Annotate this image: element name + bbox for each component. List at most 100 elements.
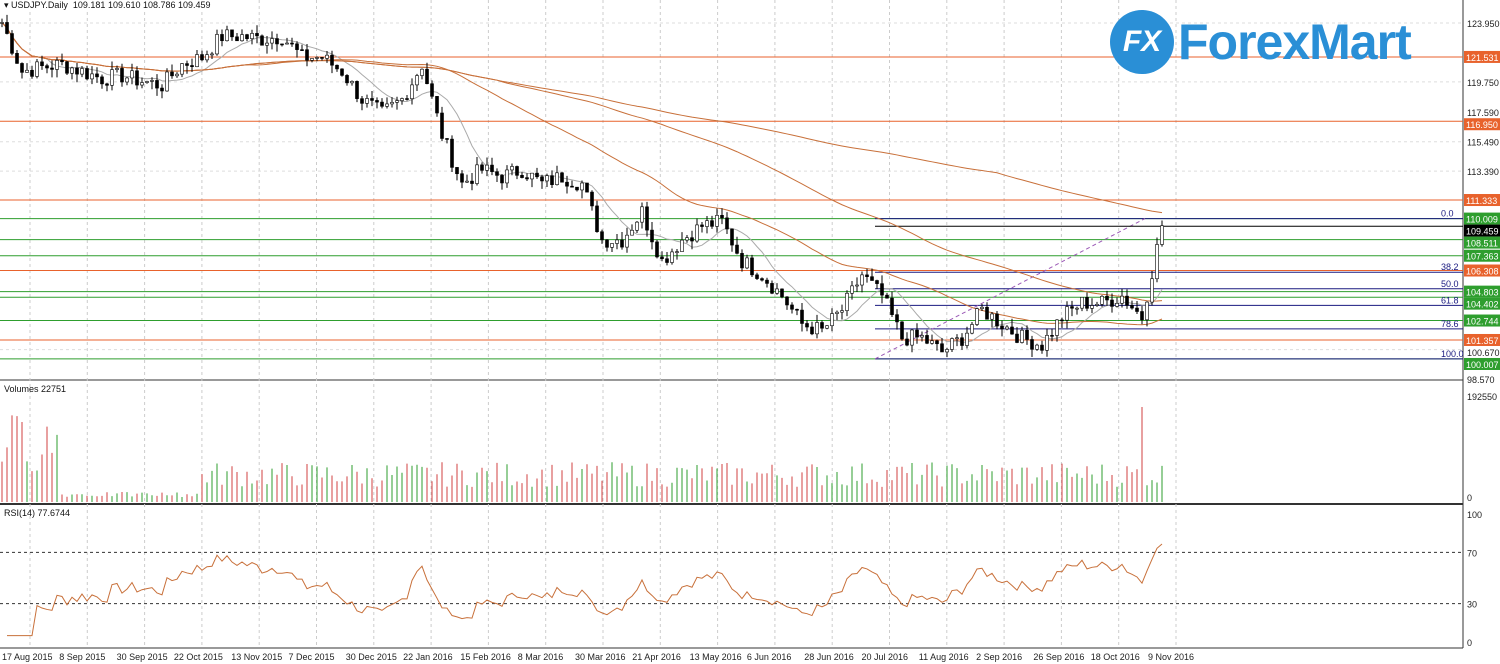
candle-body [1075, 307, 1079, 310]
price-tag-label: 108.511 [1466, 239, 1498, 249]
candle-body [30, 69, 34, 77]
candle-body [660, 256, 664, 260]
price-tag-label: 107.363 [1466, 252, 1499, 262]
date-tick-label: 21 Apr 2016 [632, 652, 681, 662]
candle-body [455, 167, 459, 175]
candle-body [730, 228, 734, 246]
volume-min-label: 0 [1467, 493, 1472, 503]
date-tick-label: 30 Dec 2015 [346, 652, 397, 662]
moving-average-line [1, 22, 1163, 214]
candle-body [240, 34, 244, 42]
candle-body [1000, 325, 1004, 330]
candle-body [60, 60, 64, 63]
candle-body [465, 180, 469, 183]
candle-body [940, 343, 944, 353]
candle-body [860, 274, 864, 286]
rsi-line [7, 543, 1163, 637]
candle-body [925, 335, 929, 344]
candle-body [510, 166, 514, 171]
candle-body [325, 54, 329, 59]
rsi-label: RSI(14) 77.6744 [4, 508, 71, 518]
price-tag-label: 106.308 [1466, 267, 1499, 277]
candle-body [585, 182, 589, 193]
candle-body [760, 278, 764, 281]
candle-body [1020, 329, 1024, 343]
price-tag [1464, 50, 1500, 63]
moving-average-line [1, 22, 1163, 326]
candle-body [725, 217, 729, 230]
price-tag [1464, 333, 1500, 346]
candle-body [200, 54, 204, 61]
candle-body [1040, 344, 1044, 351]
date-tick-label: 30 Sep 2015 [117, 652, 168, 662]
candle-body [385, 103, 389, 107]
candle-body [600, 231, 604, 241]
candle-body [425, 68, 429, 85]
candle-body [450, 138, 454, 168]
candle-body [25, 69, 29, 73]
candle-body [110, 69, 114, 86]
candle-body [35, 61, 39, 77]
candle-body [310, 58, 314, 61]
candle-body [335, 64, 339, 70]
volumes-label: Volumes 22751 [4, 384, 67, 394]
candle-body [870, 276, 874, 281]
candle-body [175, 73, 179, 77]
candle-body [375, 100, 379, 103]
rsi-tick-label: 0 [1467, 638, 1472, 648]
candle-body [225, 29, 229, 42]
candle-body [15, 53, 19, 64]
candle-body [525, 177, 529, 180]
candle-body [915, 329, 919, 338]
candle-body [1080, 297, 1084, 309]
candle-body [805, 323, 809, 328]
candle-body [910, 329, 914, 346]
date-tick-label: 6 Jun 2016 [747, 652, 792, 662]
candle-body [355, 81, 359, 99]
candle-body [545, 175, 549, 182]
candle-body [630, 229, 634, 236]
candle-body [305, 49, 309, 61]
symbol-header: ▾ USDJPY.Daily 109.181 109.610 108.786 1… [4, 0, 211, 11]
candle-body [845, 292, 849, 311]
candle-body [1055, 319, 1059, 336]
candle-body [1155, 244, 1159, 280]
candle-body [825, 325, 829, 329]
candle-body [370, 98, 374, 101]
candle-body [735, 244, 739, 254]
candle-body [1095, 303, 1099, 306]
candle-body [500, 175, 504, 184]
candle-body [840, 310, 844, 313]
candle-body [275, 38, 279, 45]
candle-body [255, 33, 259, 37]
date-tick-label: 13 May 2016 [690, 652, 742, 662]
logo-mark: FX [1110, 10, 1174, 74]
candle-body [340, 68, 344, 76]
candle-body [155, 80, 159, 89]
candle-body [145, 81, 149, 83]
candle-body [105, 83, 109, 86]
candle-body [495, 171, 499, 176]
candle-body [5, 22, 9, 34]
candle-body [515, 166, 519, 176]
candle-body [965, 332, 969, 346]
candle-body [75, 67, 79, 75]
candle-body [415, 75, 419, 86]
candle-body [990, 313, 994, 320]
candle-body [520, 175, 524, 178]
candle-body [785, 296, 789, 306]
candle-body [1015, 333, 1019, 343]
candle-body [215, 34, 219, 55]
candle-body [150, 80, 154, 82]
candle-body [400, 98, 404, 101]
candle-body [480, 164, 484, 171]
candle-body [875, 280, 879, 284]
candle-body [675, 251, 679, 253]
fib-level-label: 38.2 [1441, 262, 1459, 272]
date-tick-label: 28 Jun 2016 [804, 652, 854, 662]
date-tick-label: 11 Aug 2016 [919, 652, 969, 662]
candle-body [750, 257, 754, 276]
candle-body [410, 84, 414, 100]
